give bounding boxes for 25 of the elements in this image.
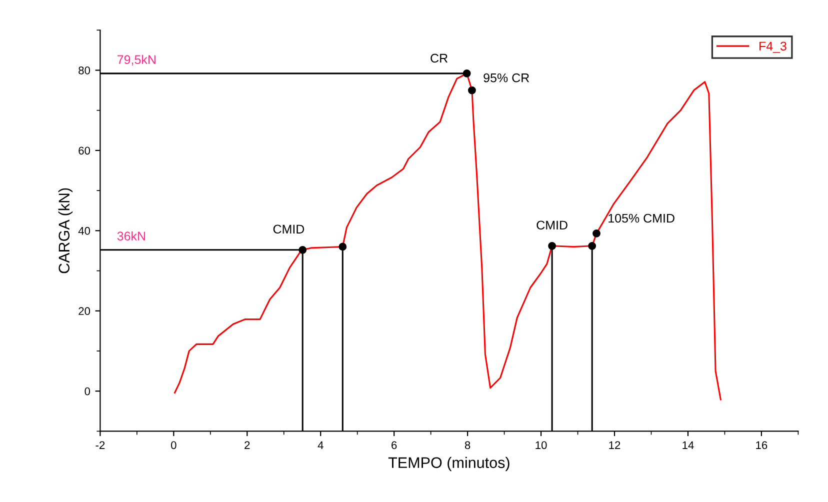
y-tick-label: 20 <box>78 307 90 316</box>
annotation: CMID <box>273 224 304 234</box>
x-tick-label: 2 <box>244 441 250 449</box>
legend-label: F4_3 <box>759 42 786 53</box>
x-axis-title: TEMPO (minutos) <box>388 456 510 472</box>
x-tick-label: 10 <box>536 441 547 450</box>
annotation: CR <box>430 54 448 63</box>
y-tick-label: 0 <box>84 387 90 396</box>
annotation: 95% CR <box>484 73 530 82</box>
x-tick-label: -2 <box>96 441 105 449</box>
x-tick-label: 4 <box>318 441 324 449</box>
y-tick-label: 40 <box>78 226 90 235</box>
annotation: 36kN <box>117 231 146 241</box>
annotation: CMID <box>536 220 568 230</box>
x-tick-label: 6 <box>392 441 397 450</box>
y-tick-label: 80 <box>78 66 90 74</box>
x-tick-label: 0 <box>171 441 176 450</box>
x-tick-label: 14 <box>682 441 694 449</box>
x-tick-label: 16 <box>756 441 768 450</box>
x-tick-label: 8 <box>464 441 470 450</box>
annotation: 105% CMID <box>608 214 674 223</box>
x-tick-label: 12 <box>609 441 620 449</box>
annotation: 79,5kN <box>117 54 156 66</box>
y-tick-label: 60 <box>78 146 90 155</box>
y-axis-title: CARGA (kN) <box>58 188 73 274</box>
